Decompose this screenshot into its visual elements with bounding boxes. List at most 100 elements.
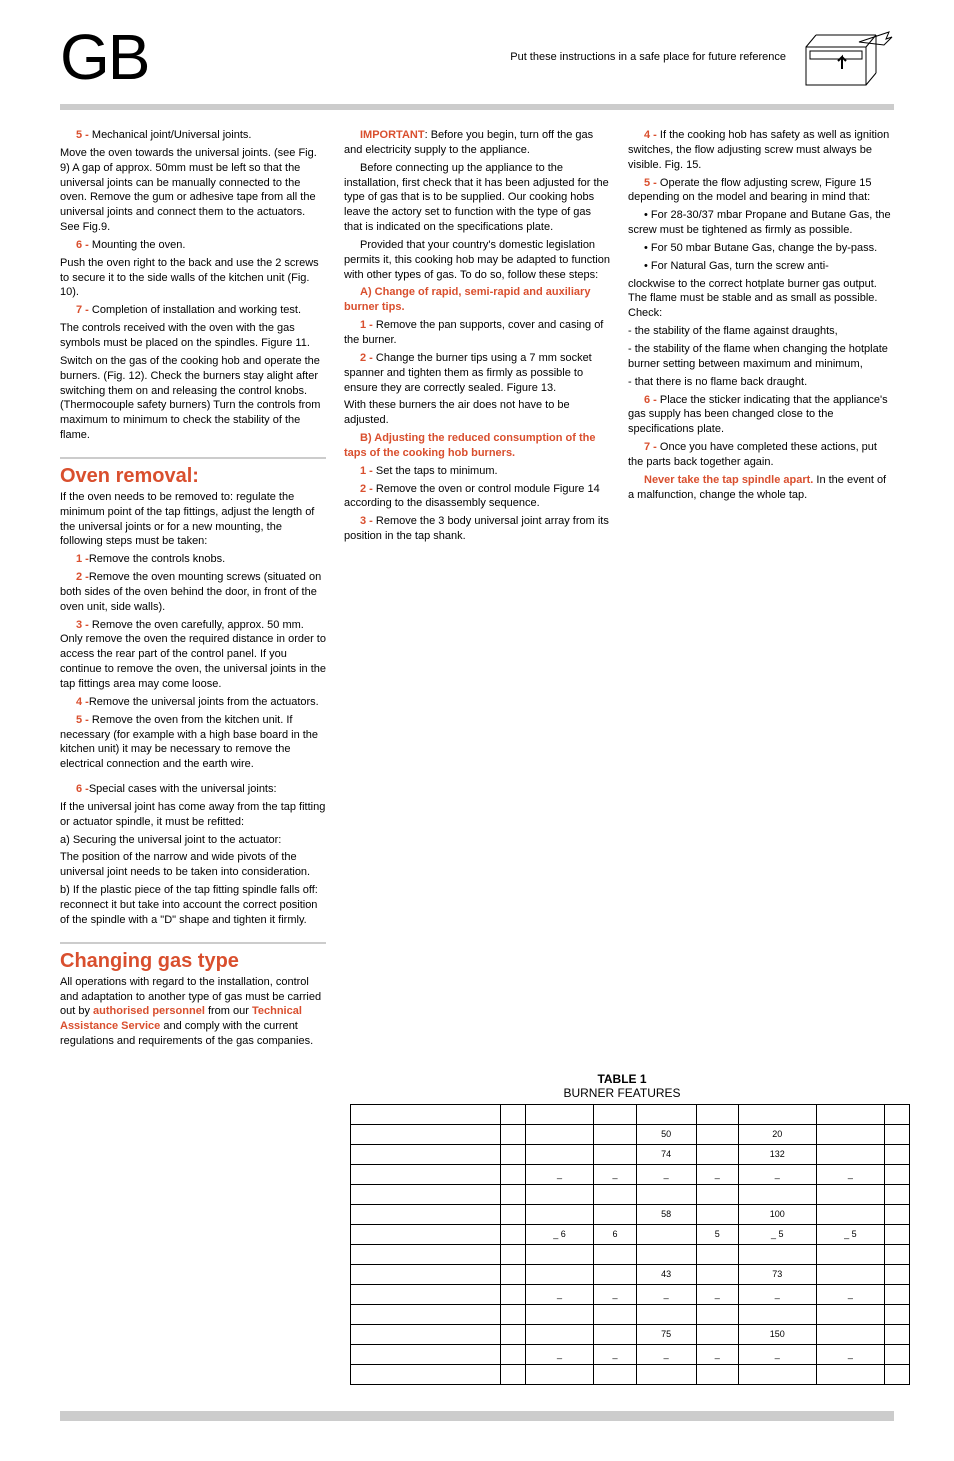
table-cell (816, 1184, 885, 1204)
para: 4 -Remove the universal joints from the … (60, 695, 326, 710)
table-cell: _ (525, 1164, 594, 1184)
table-cell (594, 1324, 636, 1344)
table-cell: _ (594, 1284, 636, 1304)
country-code: GB (60, 20, 148, 94)
table-cell (696, 1264, 738, 1284)
table-cell (696, 1104, 738, 1124)
para: 1 -Remove the controls knobs. (60, 552, 326, 567)
table-cell (696, 1184, 738, 1204)
para: Never take the tap spindle apart. In the… (628, 473, 894, 503)
table-cell (885, 1284, 910, 1304)
table-cell: _ (525, 1344, 594, 1364)
table-cell (501, 1104, 526, 1124)
table-cell: 58 (636, 1204, 696, 1224)
para: If the oven needs to be removed to: regu… (60, 490, 326, 549)
table-cell (885, 1244, 910, 1264)
para: 1 - Set the taps to minimum. (344, 464, 610, 479)
para: 2 - Remove the oven or control module Fi… (344, 482, 610, 512)
table-cell: 75 (636, 1324, 696, 1344)
table-cell (351, 1144, 501, 1164)
para: - the stability of the flame when changi… (628, 342, 894, 372)
table-cell (885, 1304, 910, 1324)
table-cell: _ (636, 1344, 696, 1364)
table-cell (885, 1364, 910, 1384)
table-cell: _ (525, 1284, 594, 1304)
table-cell (816, 1104, 885, 1124)
table-cell (738, 1184, 816, 1204)
table-cell (636, 1104, 696, 1124)
table-cell (501, 1144, 526, 1164)
burner-features-table: 502074132______58100_ 665_ 5_ 54373_____… (350, 1104, 910, 1385)
table-cell (816, 1124, 885, 1144)
table-cell: _ (696, 1344, 738, 1364)
para: 7 - Once you have completed these action… (628, 440, 894, 470)
table-cell: _ (636, 1284, 696, 1304)
table-cell (501, 1284, 526, 1304)
table-cell (351, 1344, 501, 1364)
table-cell: _ (738, 1284, 816, 1304)
table-cell (594, 1144, 636, 1164)
table-cell: _ (636, 1164, 696, 1184)
manual-drawer-icon (804, 27, 894, 87)
table-cell (696, 1304, 738, 1324)
table-cell (501, 1304, 526, 1324)
table-cell (816, 1144, 885, 1164)
table-cell (738, 1304, 816, 1324)
table-cell: 20 (738, 1124, 816, 1144)
table-cell (696, 1204, 738, 1224)
table-cell (885, 1344, 910, 1364)
para: a) Securing the universal joint to the a… (60, 833, 326, 848)
para: IMPORTANT: Before you begin, turn off th… (344, 128, 610, 158)
table-cell (885, 1144, 910, 1164)
section-divider (60, 457, 326, 459)
table-cell (351, 1264, 501, 1284)
table-cell (885, 1104, 910, 1124)
table-cell (696, 1124, 738, 1144)
table-cell: 43 (636, 1264, 696, 1284)
table-cell (636, 1184, 696, 1204)
table-cell (594, 1184, 636, 1204)
header-note: Put these instructions in a safe place f… (510, 51, 786, 63)
subheading-b: B) Adjusting the reduced consumption of … (344, 431, 610, 461)
table-cell: 132 (738, 1144, 816, 1164)
table-cell (501, 1244, 526, 1264)
table-cell (594, 1204, 636, 1224)
para: 6 - Place the sticker indicating that th… (628, 393, 894, 438)
para: 6 - Mounting the oven. (60, 238, 326, 253)
para: 4 - If the cooking hob has safety as wel… (628, 128, 894, 173)
table-cell (351, 1324, 501, 1344)
table-cell (525, 1304, 594, 1324)
table-cell (525, 1364, 594, 1384)
table-cell (885, 1184, 910, 1204)
para: 7 - Completion of installation and worki… (60, 303, 326, 318)
para: 5 - Operate the flow adjusting screw, Fi… (628, 176, 894, 206)
table-cell (885, 1164, 910, 1184)
heading-oven-removal: Oven removal: (60, 465, 326, 488)
para: 1 - Remove the pan supports, cover and c… (344, 318, 610, 348)
para: 3 - Remove the 3 body universal joint ar… (344, 514, 610, 544)
table-cell (885, 1124, 910, 1144)
table-cell (885, 1204, 910, 1224)
section-divider (60, 942, 326, 944)
table-cell: _ (594, 1164, 636, 1184)
table-cell (696, 1324, 738, 1344)
para: With these burners the air does not have… (344, 398, 610, 428)
para: 5 - Remove the oven from the kitchen uni… (60, 713, 326, 772)
table-cell (501, 1364, 526, 1384)
table-cell (816, 1264, 885, 1284)
header-divider (60, 104, 894, 110)
table-cell: _ (696, 1164, 738, 1184)
table-cell (525, 1104, 594, 1124)
table-cell: _ 5 (738, 1224, 816, 1244)
table-cell (816, 1324, 885, 1344)
table-cell (816, 1364, 885, 1384)
para: If the universal joint has come away fro… (60, 800, 326, 830)
table-cell (351, 1224, 501, 1244)
table-cell (696, 1244, 738, 1264)
table-cell (501, 1164, 526, 1184)
para: The position of the narrow and wide pivo… (60, 850, 326, 880)
table-cell (351, 1164, 501, 1184)
footer-bar (60, 1411, 894, 1421)
table-cell (594, 1364, 636, 1384)
table-cell (696, 1364, 738, 1384)
